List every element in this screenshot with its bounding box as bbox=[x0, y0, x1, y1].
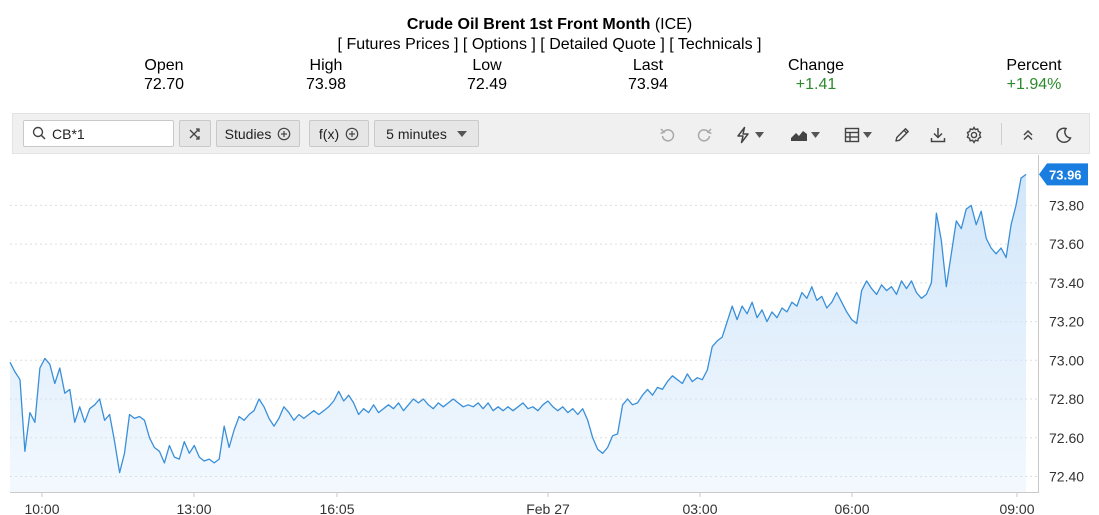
stat-value: 73.94 bbox=[627, 76, 669, 93]
chart-type-dropdown[interactable] bbox=[785, 124, 825, 146]
caret-down-icon bbox=[863, 132, 872, 138]
x-tick-label: 13:00 bbox=[176, 501, 211, 515]
pencil-icon[interactable] bbox=[891, 124, 913, 146]
y-tick-label: 73.40 bbox=[1049, 275, 1084, 291]
stat-value: 72.49 bbox=[466, 76, 508, 93]
x-tick-label: 03:00 bbox=[682, 501, 717, 515]
moon-icon[interactable] bbox=[1053, 124, 1075, 146]
y-tick-label: 73.80 bbox=[1049, 197, 1084, 213]
search-icon bbox=[32, 126, 46, 145]
stat-value: 73.98 bbox=[305, 76, 347, 93]
exchange-name: (ICE) bbox=[654, 16, 693, 33]
x-tick-label: 10:00 bbox=[24, 501, 59, 515]
stat-last: Last 73.94 bbox=[618, 56, 678, 94]
price-chart[interactable]: 72.40 72.60 72.80 73.00 73.20 73.40 73.60 73.80… bbox=[0, 155, 1099, 515]
lightning-icon bbox=[734, 126, 752, 144]
y-axis: 72.40 72.60 72.80 73.00 73.20 73.40 73.60 73.80 bbox=[1049, 197, 1084, 484]
stat-label: Open bbox=[144, 57, 184, 74]
interval-label: 5 minutes bbox=[386, 125, 447, 142]
plus-circle-icon bbox=[277, 127, 291, 141]
plus-circle-icon bbox=[345, 127, 359, 141]
stat-value: 72.70 bbox=[143, 76, 185, 93]
stat-value: +1.94% bbox=[1006, 76, 1062, 93]
stat-low: Low 72.49 bbox=[457, 56, 517, 94]
stat-label: Change bbox=[787, 57, 845, 74]
y-tick-label: 73.60 bbox=[1049, 236, 1084, 252]
table-icon bbox=[844, 127, 860, 143]
quote-links: [ Futures Prices ] [ Options ] [ Detaile… bbox=[337, 36, 762, 53]
y-tick-label: 72.60 bbox=[1049, 430, 1084, 446]
studies-label: Studies bbox=[224, 125, 272, 142]
studies-button[interactable]: Studies bbox=[216, 120, 300, 147]
last-price-badge: 73.96 bbox=[1039, 163, 1088, 186]
last-price-marker bbox=[1039, 163, 1088, 186]
x-tick-label: 06:00 bbox=[834, 501, 869, 515]
lightning-dropdown[interactable] bbox=[729, 124, 769, 146]
area-chart-icon bbox=[790, 127, 808, 143]
x-tick-label: 16:05 bbox=[319, 501, 354, 515]
price-line bbox=[9, 173, 1027, 474]
redo-icon[interactable] bbox=[693, 124, 715, 146]
caret-down-icon bbox=[755, 132, 764, 138]
gear-icon[interactable] bbox=[963, 124, 985, 146]
stat-value: +1.41 bbox=[795, 76, 837, 93]
layout-dropdown[interactable] bbox=[838, 124, 878, 146]
page-title: Crude Oil Brent 1st Front Month (ICE) bbox=[0, 14, 1099, 36]
caret-down-icon bbox=[811, 132, 820, 138]
link-detailed-quote[interactable]: Detailed Quote bbox=[549, 36, 656, 53]
price-area bbox=[10, 174, 1026, 492]
download-icon[interactable] bbox=[927, 124, 949, 146]
chart-toolbar: Studies f(x) 5 minutes bbox=[12, 113, 1090, 154]
compare-button[interactable] bbox=[179, 120, 211, 147]
stat-label: Low bbox=[472, 57, 502, 74]
chevrons-up-icon[interactable] bbox=[1017, 124, 1039, 146]
symbol-search[interactable] bbox=[23, 120, 174, 147]
stat-label: Last bbox=[632, 57, 664, 74]
stat-label: Percent bbox=[1006, 57, 1062, 74]
link-technicals[interactable]: Technicals bbox=[677, 36, 753, 53]
y-tick-label: 72.40 bbox=[1049, 469, 1084, 485]
x-tick-label: Feb 27 bbox=[526, 501, 570, 515]
interval-select[interactable]: 5 minutes bbox=[374, 120, 479, 147]
functions-label: f(x) bbox=[318, 125, 340, 142]
caret-down-icon bbox=[456, 130, 467, 137]
x-tick-label: 09:00 bbox=[999, 501, 1034, 515]
stat-label: High bbox=[309, 57, 343, 74]
y-tick-label: 73.20 bbox=[1049, 314, 1084, 330]
stat-percent: Percent +1.94% bbox=[996, 56, 1072, 94]
toolbar-divider bbox=[1001, 123, 1002, 145]
shuffle-icon bbox=[188, 127, 202, 141]
y-tick-label: 73.00 bbox=[1049, 352, 1084, 368]
stat-open: Open 72.70 bbox=[134, 56, 194, 94]
stat-high: High 73.98 bbox=[296, 56, 356, 94]
symbol-input[interactable] bbox=[52, 125, 167, 143]
quote-header: Crude Oil Brent 1st Front Month (ICE) [ … bbox=[0, 14, 1099, 54]
y-tick-label: 72.80 bbox=[1049, 391, 1084, 407]
link-options[interactable]: Options bbox=[471, 36, 527, 53]
instrument-name: Crude Oil Brent 1st Front Month bbox=[406, 16, 651, 33]
stat-change: Change +1.41 bbox=[778, 56, 854, 94]
last-price-label: 73.96 bbox=[1049, 167, 1082, 182]
x-axis: 10:00 13:00 16:05 Feb 27 03:00 06:00 09:00 bbox=[24, 493, 1035, 515]
link-futures-prices[interactable]: Futures Prices bbox=[346, 36, 450, 53]
undo-icon[interactable] bbox=[657, 124, 679, 146]
functions-button[interactable]: f(x) bbox=[309, 120, 369, 147]
